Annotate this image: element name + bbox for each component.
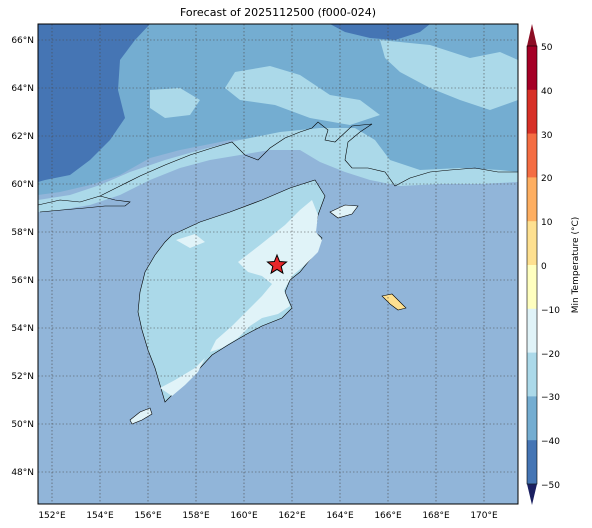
colorbar-tick: 50: [541, 43, 553, 53]
lon-label: 166°E: [374, 511, 402, 521]
lat-label: 50°N: [11, 420, 34, 430]
colorbar-tick: −50: [541, 481, 560, 491]
mainland-coastline: [38, 121, 518, 206]
colorbar: 50 40 30 20 10 0 −10 −20 −30 −40 −50 Min…: [526, 24, 581, 505]
colorbar-ticks: 50 40 30 20 10 0 −10 −20 −30 −40 −50: [541, 43, 560, 491]
colorbar-tick: −40: [541, 437, 560, 447]
colorbar-segment: [527, 352, 537, 397]
colorbar-tick: −10: [541, 306, 560, 316]
colorbar-segment: [527, 440, 537, 485]
colorbar-segment: [527, 177, 537, 222]
north-mild-patch-1: [225, 66, 380, 125]
colorbar-segment: [527, 265, 537, 310]
lon-label: 158°E: [182, 511, 210, 521]
lat-label: 66°N: [11, 36, 34, 46]
lon-label: 170°E: [470, 511, 498, 521]
colorbar-tick: 0: [541, 262, 547, 272]
lat-label: 54°N: [11, 324, 34, 334]
colorbar-frame: [526, 45, 538, 485]
lat-label: 52°N: [11, 372, 34, 382]
karaginsky-island: [329, 204, 359, 219]
map-title: Forecast of 2025112500 (f000-024): [179, 6, 377, 19]
colorbar-tick: 10: [541, 218, 553, 228]
north-mild-patch-2: [380, 40, 518, 110]
lat-label: 58°N: [11, 228, 34, 238]
map-frame: [37, 23, 519, 505]
colorbar-segment: [527, 89, 537, 134]
colorbar-tick: 30: [541, 131, 553, 141]
lon-label: 168°E: [422, 511, 450, 521]
lat-label: 56°N: [11, 276, 34, 286]
lat-label: 48°N: [11, 468, 34, 478]
lon-label: 156°E: [134, 511, 162, 521]
colorbar-segment: [527, 308, 537, 353]
colorbar-segment: [527, 133, 537, 178]
northwest-coastline: [39, 195, 131, 213]
colorbar-label: Min Temperature (°C): [571, 217, 581, 314]
lon-label: 162°E: [278, 511, 306, 521]
colorbar-segments: [527, 46, 537, 485]
colorbar-segment: [527, 221, 537, 266]
map-area: [38, 24, 518, 504]
kamchatka-near-zero-west: [176, 234, 205, 248]
colorbar-tick: −20: [541, 350, 560, 360]
coast-mild-band: [38, 128, 518, 212]
lat-label: 64°N: [11, 84, 34, 94]
lon-label: 152°E: [38, 511, 66, 521]
north-mild-patch-3: [150, 88, 200, 118]
colorbar-tick: 20: [541, 174, 553, 184]
lon-label: 164°E: [326, 511, 354, 521]
kamchatka-near-zero-south: [160, 358, 205, 396]
lat-label: 62°N: [11, 132, 34, 142]
lon-label: 160°E: [230, 511, 258, 521]
lon-label: 154°E: [86, 511, 114, 521]
colorbar-tick: −30: [541, 393, 560, 403]
colorbar-top-extend: [527, 24, 537, 46]
lat-label: 60°N: [11, 180, 34, 190]
latitude-labels: 66°N 64°N 62°N 60°N 58°N 56°N 54°N 52°N …: [11, 36, 34, 478]
colorbar-segment: [527, 396, 537, 441]
kamchatka-near-zero: [210, 200, 322, 352]
kuril-island: [129, 407, 153, 425]
graticule: [38, 24, 518, 504]
longitude-labels: 152°E 154°E 156°E 158°E 160°E 162°E 164°…: [38, 511, 498, 521]
north-cold-patch: [330, 24, 430, 40]
north-cold-region: [38, 24, 150, 182]
location-star-marker: [266, 253, 288, 275]
colorbar-tick: 40: [541, 87, 553, 97]
colorbar-bottom-extend: [527, 484, 537, 505]
colorbar-segment: [527, 46, 537, 91]
